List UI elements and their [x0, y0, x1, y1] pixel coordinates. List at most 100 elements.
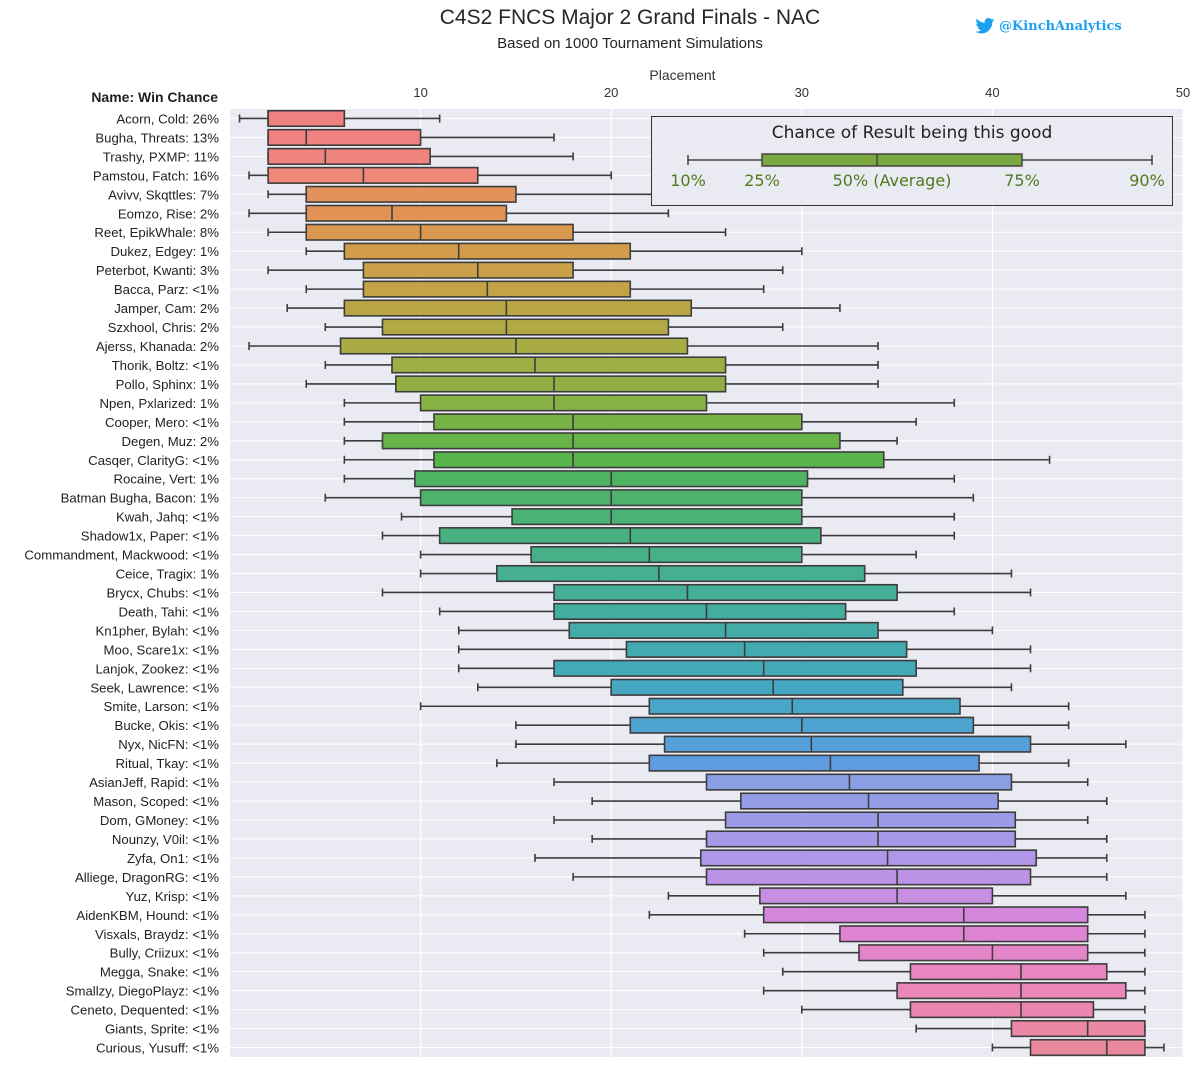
team-label: Yuz, Krisp: <1%: [126, 889, 220, 904]
team-box-29: [457, 659, 1032, 677]
team-box-42: [648, 906, 1146, 924]
iqr-box: [391, 356, 727, 374]
team-label: Ceneto, Dequented: <1%: [71, 1003, 220, 1018]
team-label: Szxhool, Chris: 2%: [108, 320, 220, 335]
team-box-3: [248, 166, 613, 184]
team-box-47: [800, 1001, 1146, 1019]
team-box-22: [381, 527, 956, 545]
team-label: Casqer, ClarityG: <1%: [88, 453, 219, 468]
iqr-box: [625, 640, 908, 658]
team-box-11: [324, 318, 784, 336]
team-label: Eomzo, Rise: 2%: [118, 206, 219, 221]
team-box-19: [343, 470, 956, 488]
team-box-41: [667, 887, 1127, 905]
iqr-box: [267, 109, 346, 128]
iqr-box: [433, 413, 803, 431]
team-box-30: [476, 678, 1013, 696]
team-box-12: [248, 337, 879, 355]
legend: Chance of Result being this good 10% 25%…: [651, 116, 1173, 206]
team-box-49: [991, 1038, 1165, 1057]
team-label: Zyfa, On1: <1%: [127, 851, 219, 866]
team-box-32: [515, 716, 1070, 734]
team-box-24: [419, 564, 1013, 583]
team-label: Pamstou, Fatch: 16%: [93, 168, 219, 183]
x-axis-label: Placement: [649, 67, 715, 83]
team-box-2: [267, 147, 574, 165]
team-label: Jamper, Cam: 2%: [114, 301, 219, 316]
iqr-box: [740, 792, 999, 810]
team-label: Thorik, Boltz: <1%: [112, 358, 220, 373]
iqr-box: [305, 204, 508, 222]
legend-label-25: 25%: [744, 171, 780, 190]
iqr-box: [663, 735, 1032, 753]
team-label: Kn1pher, Bylah: <1%: [95, 623, 219, 638]
iqr-box: [267, 147, 431, 165]
team-box-9: [305, 280, 765, 298]
team-box-35: [553, 773, 1089, 791]
team-label: Smite, Larson: <1%: [104, 699, 220, 714]
team-box-31: [419, 697, 1070, 715]
team-label: Cooper, Mero: <1%: [105, 415, 219, 430]
team-box-5: [248, 204, 670, 222]
iqr-box: [648, 754, 980, 772]
legend-label-10: 10%: [670, 171, 706, 190]
iqr-box: [530, 545, 803, 564]
team-box-16: [343, 413, 917, 431]
team-box-39: [534, 849, 1108, 867]
iqr-box: [553, 602, 847, 621]
twitter-handle[interactable]: @KinchAnalytics: [975, 18, 1122, 34]
team-box-10: [286, 299, 841, 317]
team-box-13: [324, 356, 879, 374]
iqr-box: [433, 451, 885, 469]
legend-title: Chance of Result being this good: [771, 123, 1053, 143]
team-box-26: [438, 602, 956, 621]
iqr-box: [699, 849, 1038, 867]
iqr-box: [1010, 1019, 1146, 1038]
team-label: Commandment, Mackwood: <1%: [24, 548, 219, 563]
iqr-box: [496, 564, 866, 583]
team-label: Visxals, Braydz: <1%: [95, 927, 219, 942]
team-box-46: [762, 982, 1146, 1000]
team-box-18: [343, 451, 1051, 469]
team-box-8: [267, 261, 784, 279]
team-label: Bucke, Okis: <1%: [115, 718, 220, 733]
iqr-box: [705, 830, 1017, 848]
chart-title: C4S2 FNCS Major 2 Grand Finals - NAC: [439, 6, 821, 29]
iqr-box: [362, 280, 632, 298]
iqr-box: [762, 906, 1089, 924]
y-axis-label: Name: Win Chance: [91, 89, 218, 105]
team-box-6: [267, 223, 727, 241]
iqr-box: [343, 299, 693, 317]
team-label: Smallzy, DiegoPlayz: <1%: [66, 984, 220, 999]
team-label: Rocaine, Vert: 1%: [113, 472, 219, 487]
team-label: Kwah, Jahq: <1%: [116, 510, 219, 525]
team-label: Death, Tahi: <1%: [118, 604, 219, 619]
team-label: Batman Bugha, Bacon: 1%: [61, 491, 220, 506]
team-box-7: [305, 242, 803, 260]
team-label: Bacca, Parz: <1%: [114, 282, 219, 297]
team-box-1: [267, 128, 555, 147]
iqr-box: [305, 185, 517, 203]
team-label: Dukez, Edgey: 1%: [111, 244, 220, 259]
team-box-36: [591, 792, 1108, 810]
team-label: Trashy, PXMP: 11%: [103, 149, 220, 164]
team-label: Degen, Muz: 2%: [122, 434, 220, 449]
legend-sample-box: [687, 153, 1153, 167]
iqr-box: [381, 432, 841, 450]
team-label: Curious, Yusuff: <1%: [96, 1041, 219, 1056]
team-label: Brycx, Chubs: <1%: [106, 585, 219, 600]
team-label: Ritual, Tkay: <1%: [116, 756, 220, 771]
x-tick-label: 10: [413, 85, 427, 100]
team-label: Lanjok, Zookez: <1%: [95, 661, 219, 676]
legend-label-50: 50% (Average): [832, 171, 952, 190]
iqr-box: [395, 375, 727, 393]
team-box-20: [324, 489, 975, 507]
iqr-box: [1029, 1038, 1146, 1057]
team-box-27: [457, 621, 994, 639]
team-box-48: [915, 1019, 1146, 1038]
iqr-box: [724, 811, 1017, 829]
team-label: Nyx, NicFN: <1%: [118, 737, 219, 752]
iqr-box: [553, 659, 917, 677]
iqr-box: [610, 678, 904, 696]
